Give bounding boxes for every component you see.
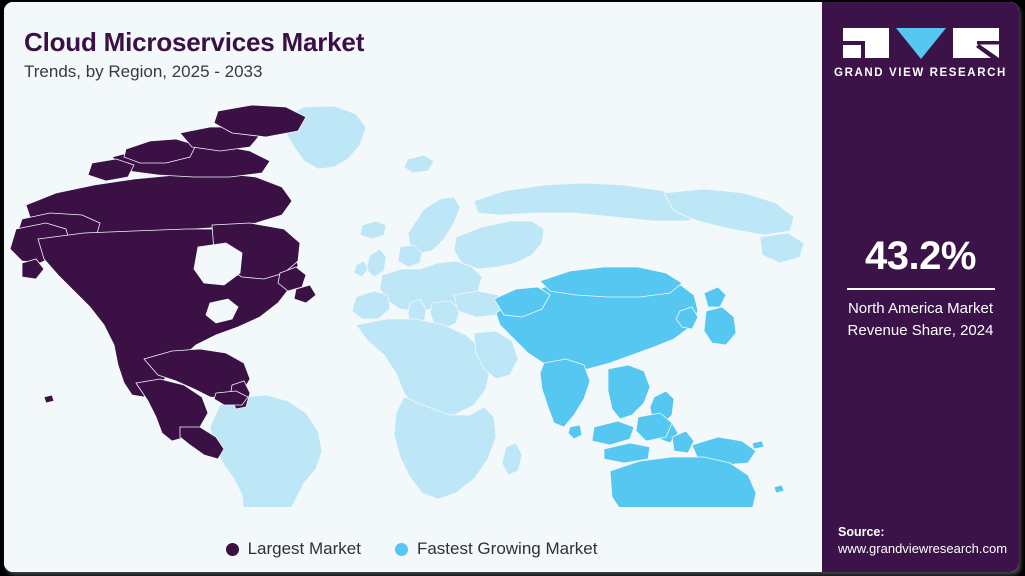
world-map: [4, 97, 819, 507]
legend-dot-icon: [225, 542, 239, 556]
brand-panel: GRAND VIEW RESEARCH 43.2% North America …: [822, 2, 1019, 572]
source-block: Source: www.grandviewresearch.com: [838, 525, 1014, 556]
brand-name: GRAND VIEW RESEARCH: [834, 67, 1007, 79]
map-region-north-america: [9, 104, 317, 460]
logo-g-icon: [842, 28, 889, 58]
stat-callout: 43.2% North America Market Revenue Share…: [822, 234, 1019, 342]
map-panel: Cloud Microservices Market Trends, by Re…: [4, 2, 819, 572]
legend-item-fastest-growing-market: Fastest Growing Market: [394, 539, 598, 559]
gvr-logo-icon: [842, 28, 999, 59]
gvr-logo: GRAND VIEW RESEARCH: [822, 28, 1019, 79]
legend: Largest Market Fastest Growing Market: [4, 530, 819, 568]
legend-dot-icon: [394, 542, 408, 556]
stat-divider: [846, 288, 995, 290]
stat-label-line2: Revenue Share, 2024: [847, 322, 994, 339]
legend-label: Largest Market: [247, 539, 361, 558]
map-region-other: [209, 105, 805, 507]
legend-item-largest-market: Largest Market: [225, 539, 361, 559]
stat-value: 43.2%: [865, 234, 976, 278]
map-region-asia-pacific: [493, 266, 795, 507]
source-label: Source:: [838, 525, 885, 539]
logo-v-icon: [895, 28, 946, 59]
logo-r-icon: [952, 28, 999, 58]
legend-label: Fastest Growing Market: [416, 539, 598, 558]
page-subtitle: Trends, by Region, 2025 - 2033: [24, 62, 263, 81]
source-url[interactable]: www.grandviewresearch.com: [838, 541, 1008, 556]
stat-label-line1: North America Market: [847, 300, 994, 317]
page-title: Cloud Microservices Market: [24, 27, 365, 57]
infographic-card: Cloud Microservices Market Trends, by Re…: [4, 2, 1019, 572]
